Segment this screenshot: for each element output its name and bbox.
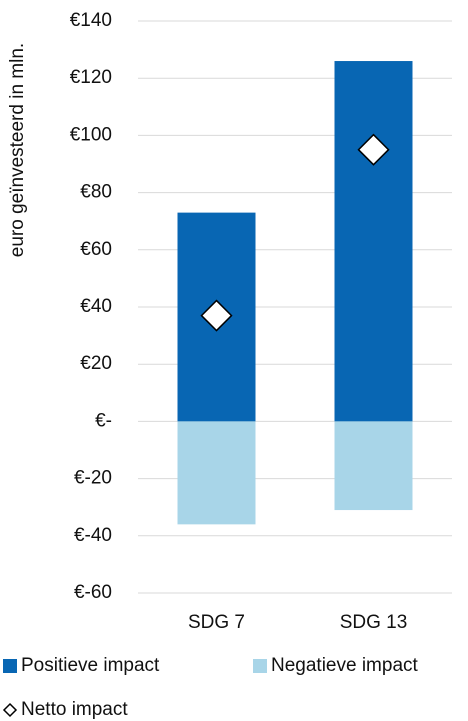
legend-marker — [2, 702, 18, 718]
y-tick-label: €-60 — [74, 582, 112, 603]
legend-label: Netto impact — [21, 699, 128, 720]
legend-label: Positieve impact — [21, 655, 160, 676]
y-tick-label: €-40 — [74, 525, 112, 546]
legend-label: Negatieve impact — [271, 655, 419, 676]
y-axis-label: euro geïnvesteerd in mln. — [7, 43, 28, 257]
y-tick-label: €80 — [80, 182, 112, 203]
bar — [177, 421, 256, 525]
y-tick-label: €100 — [70, 124, 112, 145]
x-tick-label: SDG 7 — [188, 612, 245, 633]
y-tick-label: €60 — [80, 239, 112, 260]
netto-marker — [200, 299, 233, 332]
y-tick-label: €40 — [80, 296, 112, 317]
bar — [334, 421, 413, 511]
legend-swatch — [253, 659, 267, 673]
bar — [334, 61, 413, 422]
netto-marker — [357, 133, 390, 166]
y-tick-label: €20 — [80, 353, 112, 374]
y-tick-label: €140 — [70, 10, 112, 31]
y-tick-label: €-20 — [74, 468, 112, 489]
x-tick-label: SDG 13 — [340, 612, 408, 633]
y-tick-label: €- — [95, 410, 112, 431]
legend-swatch — [3, 659, 17, 673]
y-tick-label: €120 — [70, 67, 112, 88]
